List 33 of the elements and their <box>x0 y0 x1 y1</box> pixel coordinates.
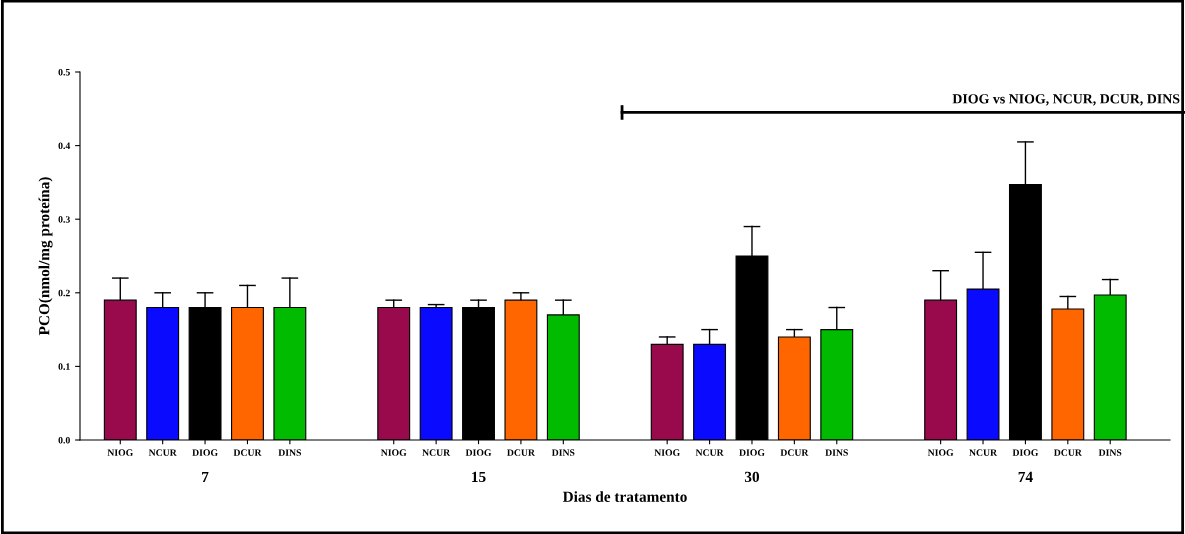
x-tick-label: DINS <box>551 449 575 456</box>
x-axis-title: Dias de tratamento <box>562 491 687 502</box>
y-tick-label: 0.1 <box>58 363 70 370</box>
y-tick-label: 0.2 <box>58 289 70 297</box>
x-tick-label: DCUR <box>1053 449 1082 456</box>
x-tick-label: NIOG <box>654 449 680 456</box>
y-axis-title: PCO(nmol/mg proteína) <box>38 177 53 336</box>
x-tick-label: NIOG <box>927 449 954 456</box>
x-tick-label: DIOG <box>192 449 218 456</box>
x-tick-label: DIOG <box>1012 449 1039 456</box>
x-tick-label: NCUR <box>422 449 451 456</box>
annotation: DIOG vs NIOG, NCUR, DCUR, DINS <box>952 94 1180 106</box>
text: 74 <box>1018 471 1033 482</box>
x-tick-label: DIOG <box>739 449 765 456</box>
x-tick-label: NIOG <box>107 449 133 456</box>
x-tick-label: NIOG <box>380 449 407 456</box>
text: 7 <box>202 471 209 482</box>
x-tick-label: NCUR <box>969 449 998 456</box>
x-tick-label: NCUR <box>148 449 177 456</box>
x-tick-label: DINS <box>1098 449 1122 456</box>
y-tick-label: 0.3 <box>58 216 70 223</box>
text: 30 <box>744 471 760 483</box>
x-tick-label: DCUR <box>233 449 262 456</box>
y-tick-label: 0.0 <box>58 436 70 444</box>
x-tick-label: DCUR <box>780 449 809 456</box>
x-tick-label: DINS <box>278 449 302 456</box>
x-tick-label: DINS <box>825 449 848 456</box>
x-tick-label: NCUR <box>695 449 724 456</box>
y-tick-label: 0.4 <box>58 142 71 150</box>
text: 15 <box>472 471 486 483</box>
x-tick-label: DCUR <box>507 449 536 456</box>
x-tick-label: DIOG <box>465 449 492 456</box>
y-tick-label: 0.5 <box>58 68 70 76</box>
